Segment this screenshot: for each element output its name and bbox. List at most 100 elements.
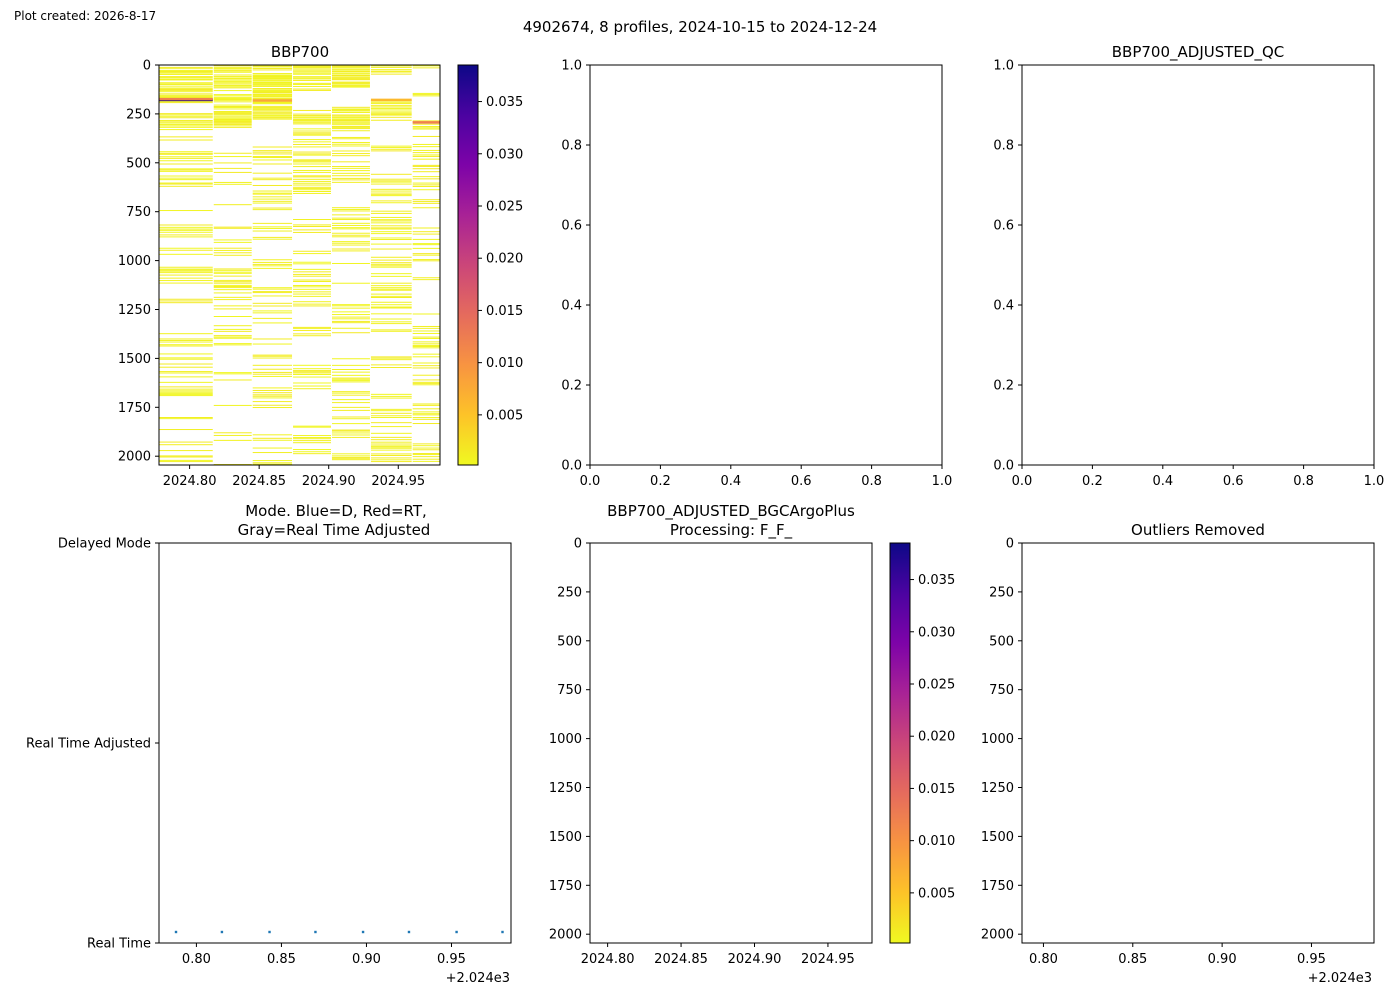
bgc-y-tick-label: 2000 bbox=[549, 928, 582, 943]
bbp700-cell bbox=[213, 337, 252, 339]
bbp700-cell bbox=[412, 279, 440, 281]
bbp700-cell bbox=[293, 122, 331, 124]
bbp700-cell bbox=[159, 93, 213, 95]
bbp700-cell bbox=[370, 307, 412, 309]
bbp700-cell bbox=[252, 434, 293, 436]
bbp700-cell bbox=[252, 184, 293, 186]
bbp700-cell bbox=[159, 151, 213, 153]
qc-y-tick-label: 0.8 bbox=[993, 139, 1014, 154]
bbp700-cell bbox=[252, 267, 293, 269]
bbp700-cell bbox=[252, 116, 293, 118]
outliers-axes-frame bbox=[1021, 542, 1375, 944]
bbp700-cell bbox=[370, 114, 412, 116]
bbp700-cell bbox=[412, 337, 440, 339]
bbp700-y-tick-label: 500 bbox=[126, 156, 151, 171]
bbp700-cell bbox=[159, 224, 213, 226]
bbp700-cell bbox=[331, 118, 370, 120]
bbp700-cell bbox=[331, 71, 370, 73]
bbp700-cell bbox=[159, 67, 213, 69]
bbp700-colorbar-tick-label: 0.010 bbox=[486, 356, 523, 371]
bbp700-cell bbox=[293, 169, 331, 171]
bbp700-cell bbox=[331, 86, 370, 88]
bbp700-cell bbox=[331, 436, 370, 438]
bbp700-cell bbox=[213, 83, 252, 85]
bbp700-cell bbox=[331, 262, 370, 264]
bbp700-cell bbox=[370, 329, 412, 331]
bbp700-cell bbox=[252, 404, 293, 406]
bbp700-cell bbox=[331, 170, 370, 172]
bgc-x-tick-label: 2024.90 bbox=[728, 952, 782, 967]
bbp700-cell bbox=[252, 200, 293, 202]
bbp700-cell bbox=[252, 397, 293, 399]
bbp700-cell bbox=[370, 119, 412, 121]
bbp700-cell bbox=[370, 180, 412, 182]
bbp700-cell bbox=[331, 307, 370, 309]
bbp700-cell bbox=[293, 116, 331, 118]
bbp700-cell bbox=[252, 83, 293, 85]
bbp700-cell bbox=[331, 121, 370, 123]
bbp700-cell bbox=[412, 94, 440, 96]
bbp700-cell bbox=[159, 77, 213, 79]
outliers-x-tick-label: 0.85 bbox=[1118, 952, 1147, 967]
bbp700-cell bbox=[412, 165, 440, 167]
bbp700-cell bbox=[412, 143, 440, 145]
bbp700-cell bbox=[159, 79, 213, 81]
bbp700-cell bbox=[331, 318, 370, 320]
bbp700-cell bbox=[293, 333, 331, 335]
bbp700-cell bbox=[331, 81, 370, 83]
bbp700-cell bbox=[213, 104, 252, 106]
bbp700-cell bbox=[370, 219, 412, 221]
bgc-y-tick-label: 250 bbox=[557, 585, 582, 600]
bbp700-cell bbox=[252, 364, 293, 366]
bbp700-cell bbox=[252, 84, 293, 86]
bbp700-cell bbox=[252, 291, 293, 293]
bbp700-cell bbox=[331, 458, 370, 460]
bbp700-cell bbox=[412, 313, 440, 315]
outliers-x-axis: 0.80 0.85 0.90 0.95 bbox=[1029, 943, 1326, 967]
bbp700-cell bbox=[252, 73, 293, 75]
bbp700-cell bbox=[252, 110, 293, 112]
bbp700-cell bbox=[159, 272, 213, 274]
bbp700-cell bbox=[331, 122, 370, 124]
bbp700-cell bbox=[370, 395, 412, 397]
bbp700-cell bbox=[412, 233, 440, 235]
bbp700-cell bbox=[293, 180, 331, 182]
bbp700-cell bbox=[370, 256, 412, 258]
bbp700-cell bbox=[293, 373, 331, 375]
bbp700-cell bbox=[370, 306, 412, 308]
bbp700-cell bbox=[370, 357, 412, 359]
bbp700-cell bbox=[412, 260, 440, 262]
bbp700-cell bbox=[370, 295, 412, 297]
bbp700-cell bbox=[412, 336, 440, 338]
bbp700-cell bbox=[213, 272, 252, 274]
bbp700-cell bbox=[159, 163, 213, 165]
bbp700-cell bbox=[331, 120, 370, 122]
bbp700-cell bbox=[412, 146, 440, 148]
bbp700-cell bbox=[331, 106, 370, 108]
bbp700-cell bbox=[412, 158, 440, 160]
bbp700-cell bbox=[252, 463, 293, 465]
bbp700-cell bbox=[370, 102, 412, 104]
bbp700-cell bbox=[252, 192, 293, 194]
bbp700-cell bbox=[331, 84, 370, 86]
bbp700-cell bbox=[252, 265, 293, 267]
empty-y-tick-label: 1.0 bbox=[561, 59, 582, 74]
bbp700-cell bbox=[252, 101, 293, 103]
bbp700-cell bbox=[213, 118, 252, 120]
bbp700-cell bbox=[370, 439, 412, 441]
bgc-colorbar-tick-label: 0.005 bbox=[918, 886, 955, 901]
bbp700-colorbar-tick-label: 0.020 bbox=[486, 252, 523, 267]
bbp700-cell bbox=[252, 90, 293, 92]
bbp700-cell bbox=[159, 381, 213, 383]
bbp700-cell bbox=[159, 169, 213, 171]
bbp700-cell bbox=[331, 68, 370, 70]
bbp700-cell bbox=[252, 105, 293, 107]
mode-x-tick-label: 0.80 bbox=[182, 952, 211, 967]
bbp700-cell bbox=[293, 88, 331, 90]
bbp700-cell bbox=[293, 376, 331, 378]
bbp700-cell bbox=[331, 399, 370, 401]
bgc-x-tick-label: 2024.95 bbox=[801, 952, 855, 967]
qc-y-tick-label: 0.2 bbox=[993, 379, 1014, 394]
bbp700-cell bbox=[293, 388, 331, 390]
bbp700-cell bbox=[370, 282, 412, 284]
